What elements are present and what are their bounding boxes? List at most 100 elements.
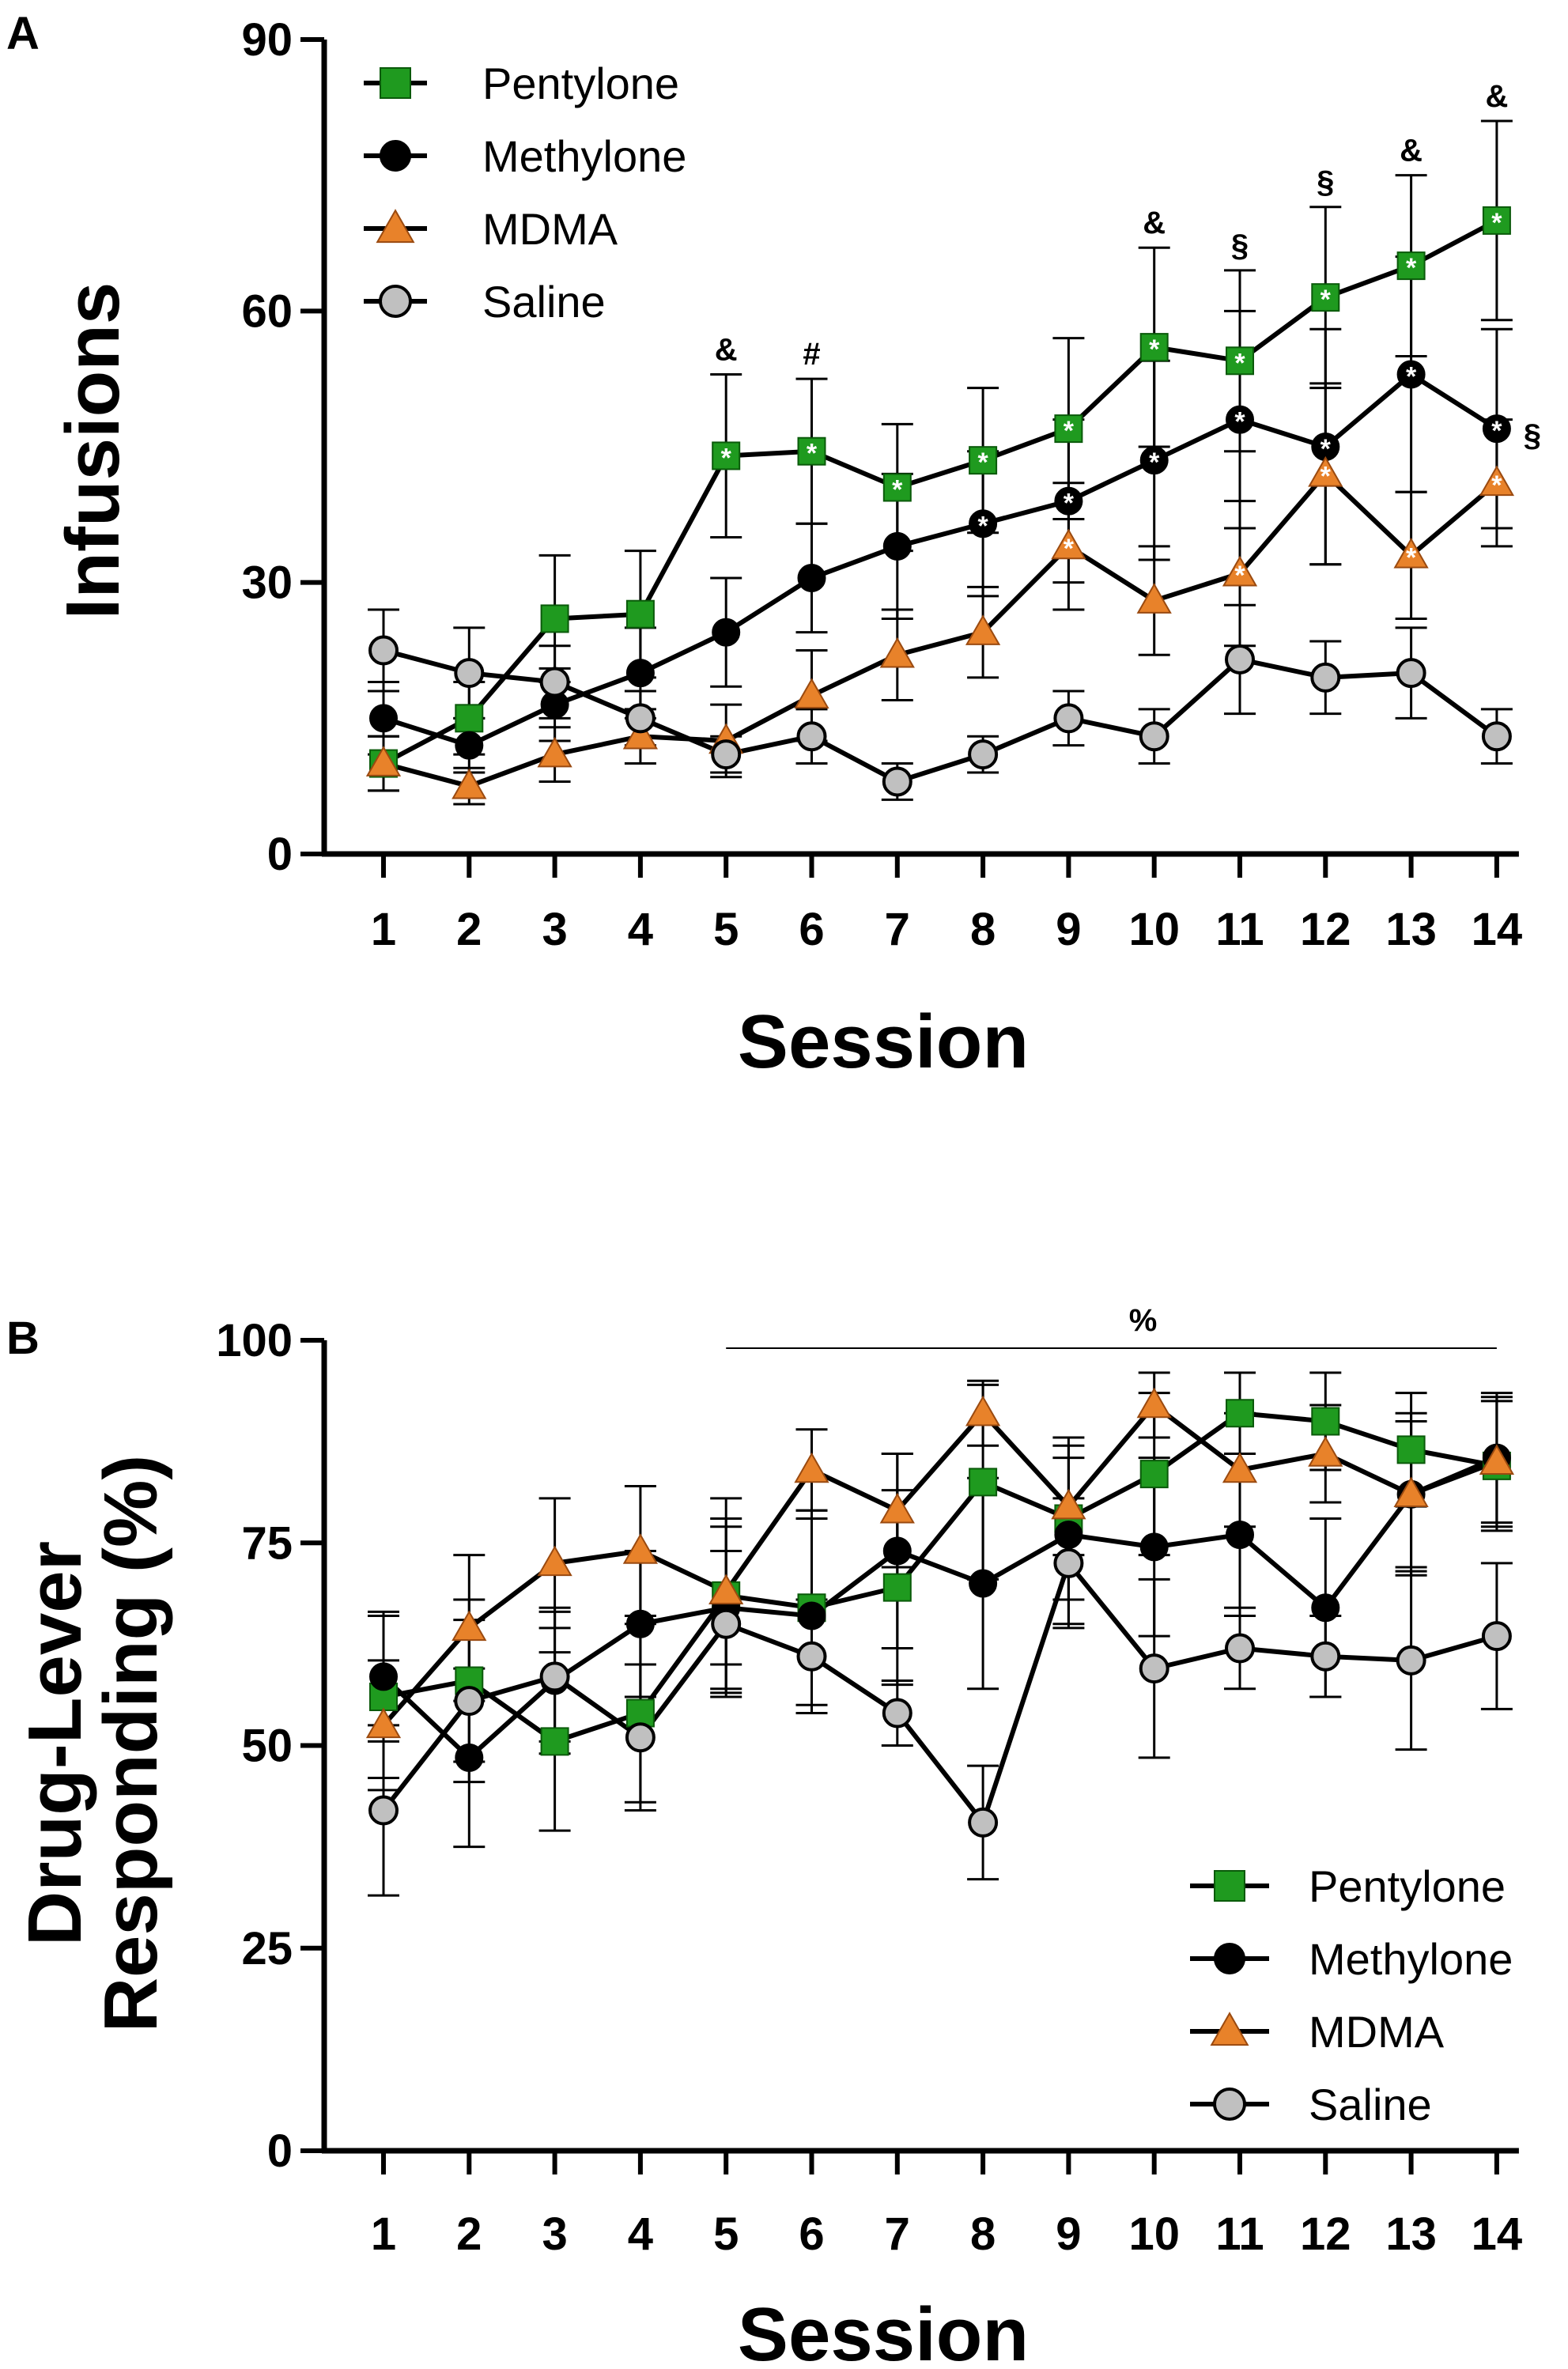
panel-b-series-pentylone-line — [383, 1411, 1498, 1744]
panel-a-pentylone-star-12: * — [1321, 285, 1332, 315]
panel-a-methylone-star-14: * — [1491, 416, 1502, 446]
panel-a-x-axis-title: Session — [738, 999, 1029, 1084]
panel-b-x-tick-label-1: 1 — [371, 2208, 396, 2260]
panel-a-methylone-point-7 — [882, 531, 912, 561]
panel-b-mdma-point-5 — [708, 1574, 744, 1605]
panel-a-letter: A — [6, 8, 40, 59]
panel-b-plot — [365, 1371, 1515, 1897]
panel-a-legend-label-pentylone: Pentylone — [482, 59, 679, 108]
panel-a-pentylone-point-7 — [882, 473, 912, 502]
panel-b-legend: Pentylone Methylone MDMA Saline — [1190, 1861, 1513, 2129]
panel-a-x-tick-label-12: 12 — [1300, 904, 1351, 955]
panel-a-saline-point-13 — [1396, 658, 1426, 689]
panel-a-methylone-point-14 — [1482, 414, 1511, 444]
panel-b-x-tick-label-2: 2 — [456, 2208, 482, 2260]
panel-a-pentylone-point-2 — [455, 704, 484, 733]
panel-a-mdma-star-13: * — [1406, 542, 1417, 572]
panel-a-pentylone-star-9: * — [1064, 416, 1075, 446]
panel-a-x-tick-label-10: 10 — [1128, 904, 1180, 955]
panel-b-legend-marker-saline — [1213, 2088, 1246, 2121]
panel-a-legend-label-mdma: MDMA — [482, 204, 618, 254]
panel-a-y-tick-label-60: 60 — [241, 285, 293, 337]
panel-a-methylone-star-11: * — [1234, 407, 1245, 437]
panel-a-saline-point-11 — [1225, 644, 1255, 674]
panel-b-methylone-point-1 — [369, 1662, 398, 1691]
panel-a-x-tick-label-2: 2 — [456, 904, 482, 955]
panel-a-legend-marker-methylone — [380, 140, 411, 172]
panel-a-series-methylone-markers: * * * * * * * — [369, 360, 1511, 760]
panel-a-x-tick-label-13: 13 — [1385, 904, 1437, 955]
panel-b-legend-label-saline: Saline — [1309, 2080, 1432, 2129]
panel-a-pentylone-star-13: * — [1406, 253, 1417, 283]
panel-a-pentylone-point-9 — [1054, 414, 1083, 444]
panel-a-legend-item-mdma: MDMA — [364, 204, 618, 254]
panel-a-annotation-7: § — [1524, 418, 1541, 453]
panel-b-saline-point-8 — [968, 1807, 999, 1838]
panel-b-mdma-point-6 — [794, 1452, 829, 1483]
panel-b-series-mdma-markers — [365, 1387, 1515, 1739]
panel-b-y-tick-label-25: 25 — [241, 1923, 293, 1974]
panel-a-methylone-star-9: * — [1064, 489, 1075, 519]
panel-a-legend-item-pentylone: Pentylone — [364, 59, 679, 108]
panel-b-x-tick-label-6: 6 — [799, 2208, 824, 2260]
panel-a-mdma-point-13 — [1393, 537, 1429, 569]
panel-a-saline-point-2 — [454, 658, 485, 689]
panel-b-legend-label-pentylone: Pentylone — [1309, 1861, 1506, 1911]
panel-a-x-tick-label-8: 8 — [970, 904, 996, 955]
panel-a-pentylone-star-11: * — [1234, 348, 1245, 378]
panel-a-mdma-point-12 — [1308, 455, 1343, 487]
panel-a-series-saline-markers — [368, 635, 1512, 797]
panel-b-mdma-point-7 — [879, 1492, 915, 1524]
panel-a-series-methylone-errorbars — [368, 255, 1513, 774]
panel-a-mdma-point-2 — [452, 768, 487, 799]
panel-a-methylone-point-8 — [969, 509, 998, 538]
panel-a-annotation-0: & — [715, 332, 738, 367]
panel-b-pentylone-point-3 — [540, 1727, 569, 1756]
panel-b-x-tick-label-13: 13 — [1385, 2208, 1437, 2260]
panel-b-saline-point-5 — [711, 1608, 742, 1639]
panel-b-pentylone-point-12 — [1311, 1407, 1340, 1436]
panel-b-mdma-point-8 — [965, 1395, 1001, 1426]
panel-a-methylone-point-13 — [1396, 360, 1426, 389]
panel-a-annotation-5: & — [1400, 134, 1423, 168]
panel-a-x-tick-label-7: 7 — [885, 904, 910, 955]
panel-b-pentylone-point-7 — [882, 1573, 912, 1602]
panel-a-legend-marker-mdma — [376, 209, 415, 244]
panel-b-mdma-point-14 — [1479, 1444, 1515, 1475]
panel-b-mdma-point-1 — [365, 1707, 402, 1739]
panel-b-x-tick-label-11: 11 — [1215, 2208, 1264, 2260]
panel-b-saline-point-12 — [1310, 1641, 1341, 1672]
panel-a-saline-point-1 — [368, 635, 399, 666]
panel-b-methylone-point-8 — [969, 1569, 998, 1598]
panel-a-mdma-point-8 — [965, 614, 1001, 645]
panel-b-methylone-point-7 — [882, 1536, 912, 1566]
panel-a-pentylone-star-6: * — [807, 439, 818, 469]
panel-a-methylone-point-5 — [712, 618, 741, 647]
panel-b-pentylone-point-10 — [1139, 1460, 1169, 1489]
panel-a-y-tick-label-0: 0 — [267, 829, 293, 880]
panel-b-saline-point-3 — [539, 1661, 570, 1692]
panel-b-saline-point-2 — [454, 1686, 485, 1717]
panel-a-saline-point-4 — [625, 703, 656, 734]
panel-b-x-tick-label-9: 9 — [1056, 2208, 1081, 2260]
panel-a-saline-point-6 — [796, 721, 827, 752]
panel-b-saline-point-1 — [368, 1795, 399, 1826]
panel-a-pentylone-star-5: * — [721, 443, 732, 473]
panel-a-mdma-star-11: * — [1234, 561, 1245, 591]
panel-a-legend-label-methylone: Methylone — [482, 131, 686, 181]
panel-b-significance-symbol: % — [1129, 1303, 1158, 1338]
panel-b-legend-item-mdma: MDMA — [1190, 2007, 1445, 2057]
panel-b-series-mdma-line — [381, 1403, 1498, 1727]
panel-a-plot: * ***** **************** — [365, 119, 1515, 806]
panel-b-annotations: % — [726, 1303, 1497, 1349]
panel-a-legend-marker-pentylone — [380, 67, 411, 99]
panel-b-saline-point-7 — [882, 1698, 912, 1729]
panel-b-x-axis-title: Session — [738, 2292, 1029, 2369]
panel-b-y-tick-label-75: 75 — [241, 1517, 293, 1569]
panel-b-methylone-point-10 — [1139, 1532, 1169, 1562]
panel-b-series-saline-markers — [368, 1547, 1512, 1838]
panel-a-methylone-star-10: * — [1149, 448, 1160, 478]
panel-a-saline-point-5 — [711, 739, 742, 770]
